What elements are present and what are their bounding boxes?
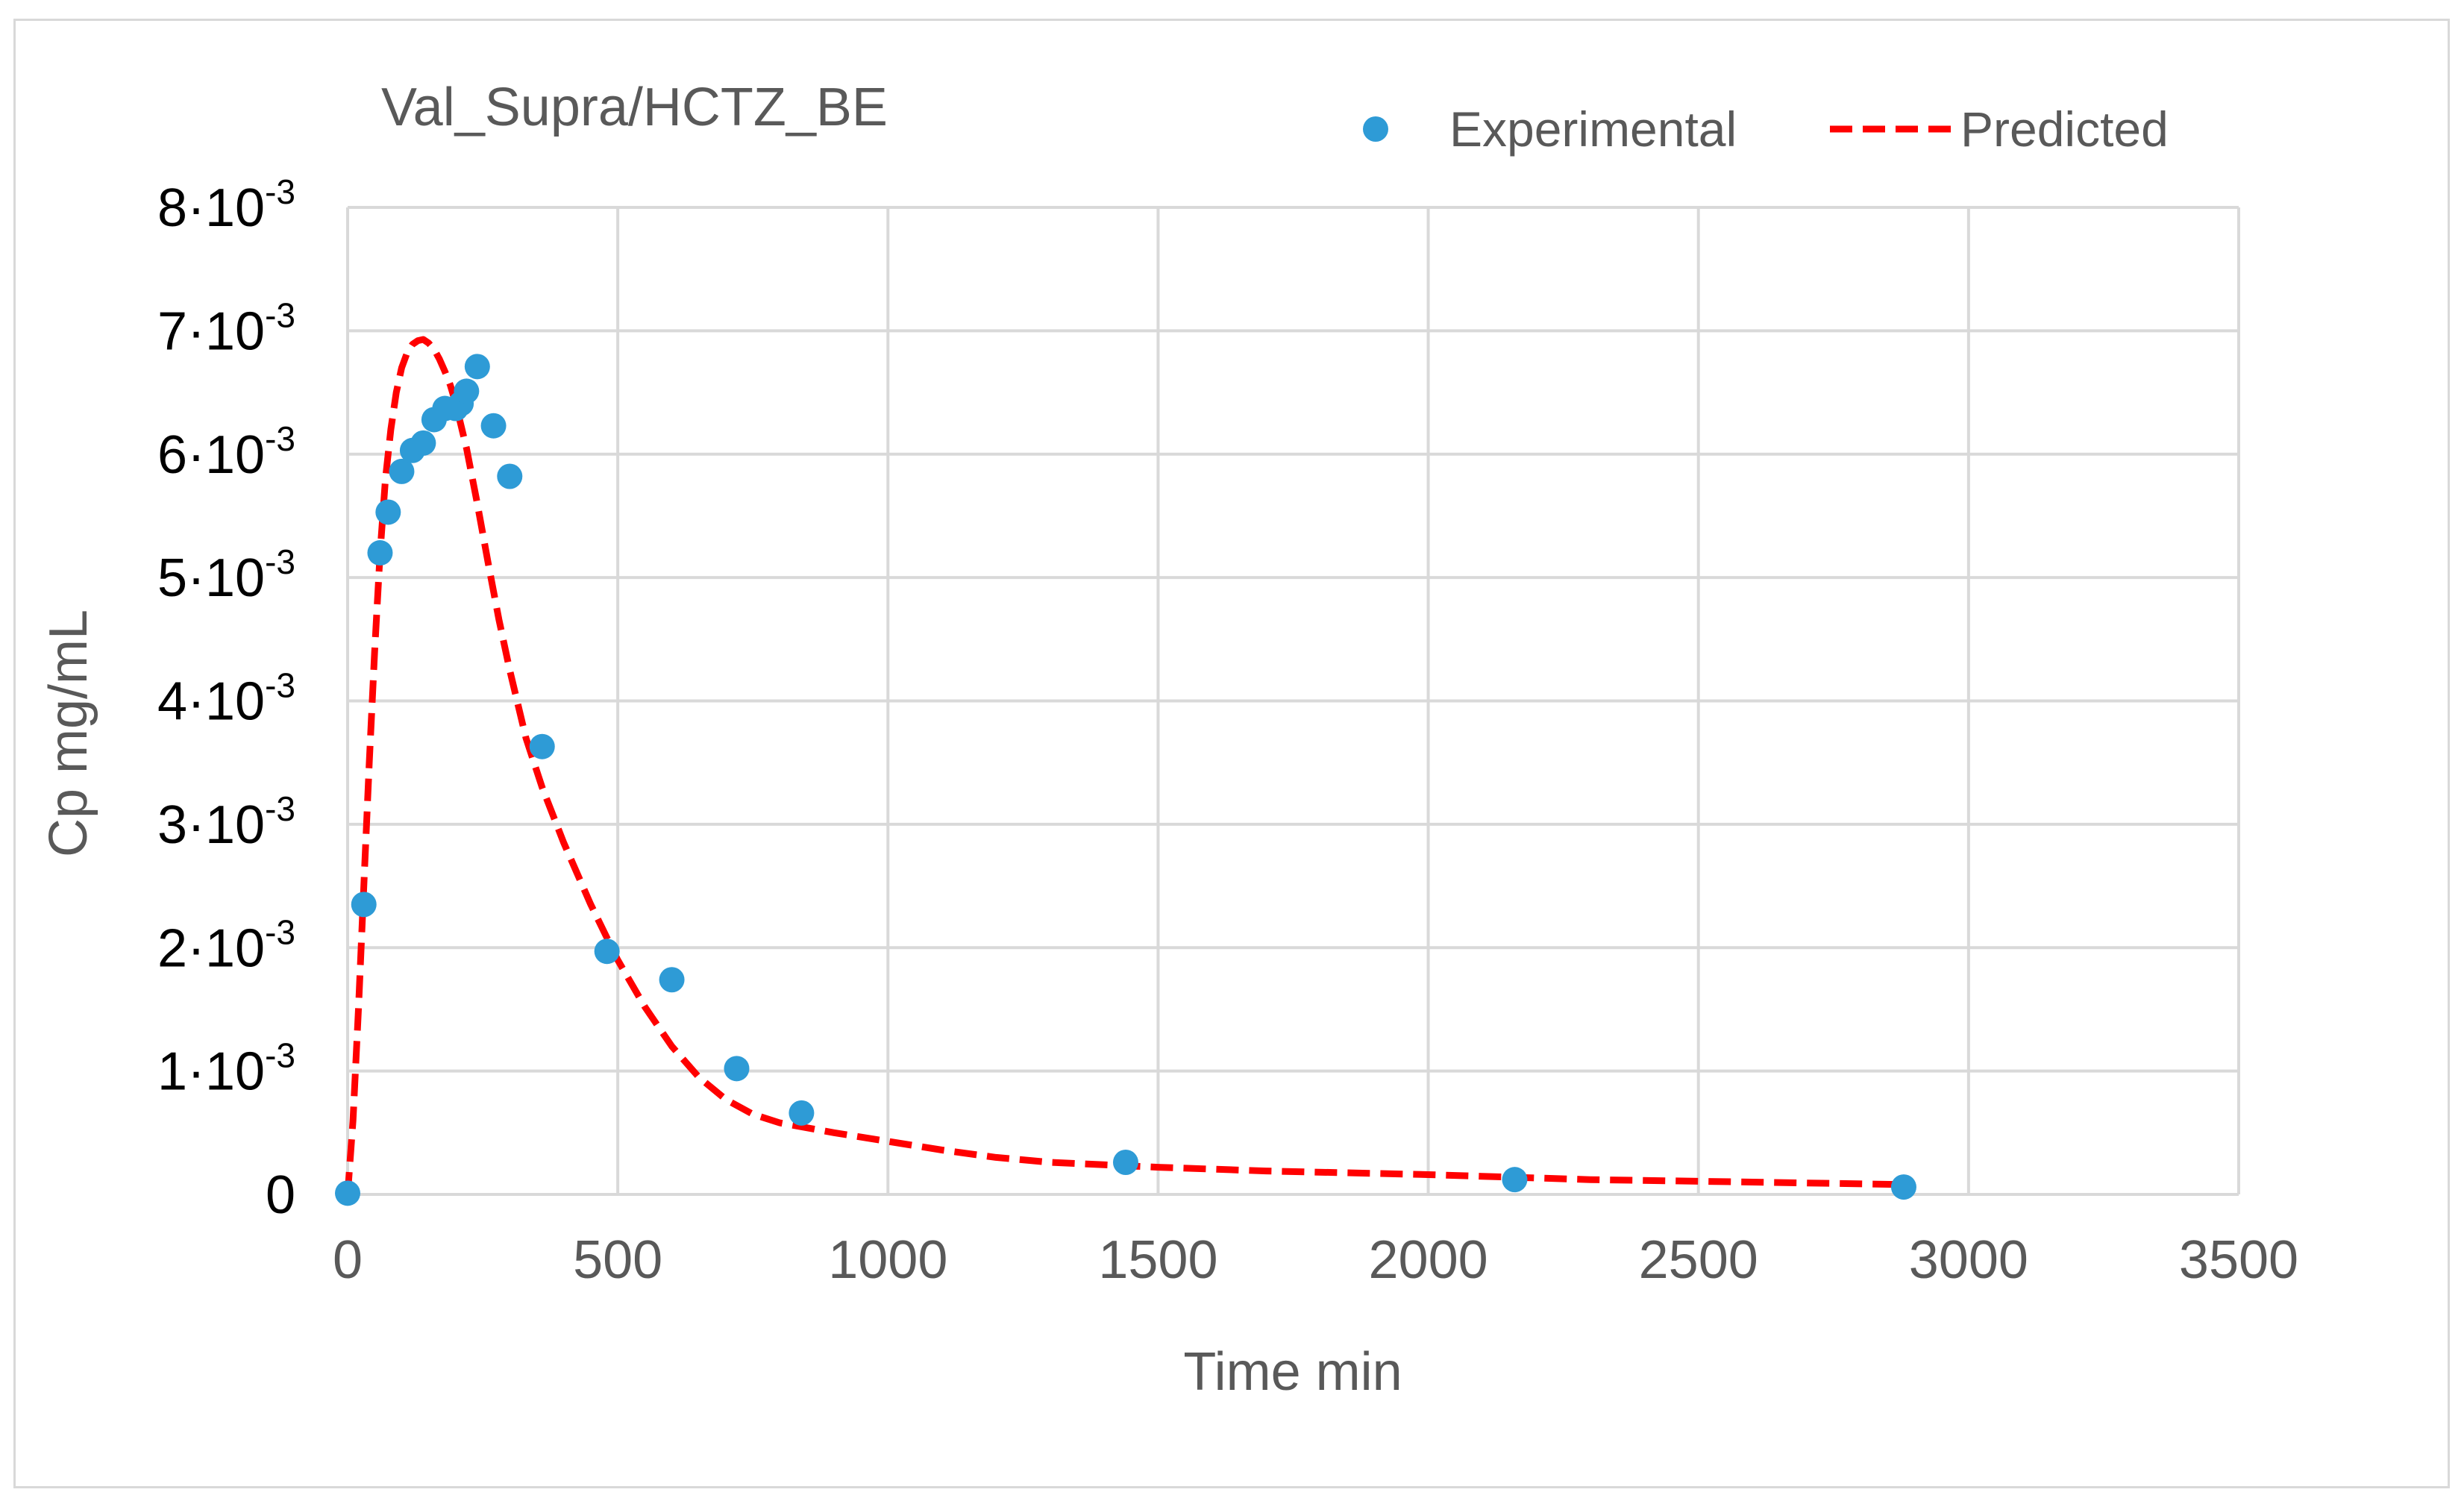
y-tick-mantissa: 6·10 [157,425,265,485]
x-tick-label: 1000 [828,1230,947,1290]
y-tick-mantissa: 7·10 [157,301,265,361]
y-tick-label: 8·10-3 [157,172,295,238]
experimental-point [389,458,415,484]
y-tick-label: 3·10-3 [157,789,295,855]
y-tick-label: 7·10-3 [157,295,295,361]
y-tick-label: 1·10-3 [157,1036,295,1102]
y-tick-mantissa: 1·10 [157,1042,265,1102]
x-tick-label: 0 [333,1230,363,1290]
y-tick-mantissa: 0 [266,1165,295,1225]
grid [346,206,2240,1196]
experimental-point [351,892,377,918]
legend-label-experimental: Experimental [1449,101,1737,157]
y-tick-label: 4·10-3 [157,666,295,732]
experimental-point [789,1100,815,1126]
experimental-point [1502,1167,1528,1193]
experimental-point [410,430,436,456]
experimental-point [454,378,480,404]
experimental-point [464,354,490,380]
experimental-point [480,413,507,439]
legend: Experimental Predicted [1363,101,2169,157]
y-tick-exponent: -3 [265,295,295,334]
legend-marker-experimental [1363,116,1388,142]
legend-label-predicted: Predicted [1960,101,2169,157]
y-tick-mantissa: 2·10 [157,918,265,978]
y-tick-mantissa: 8·10 [157,178,265,238]
experimental-point [659,967,685,993]
y-axis-ticks: 01·10-32·10-33·10-34·10-35·10-36·10-37·1… [157,172,295,1225]
x-axis-ticks: 0 500 1000 1500 2000 2500 3000 3500 [333,1230,2298,1290]
y-axis-title: Cp mg/mL [39,610,98,857]
y-tick-exponent: -3 [265,542,295,581]
x-tick-label: 3500 [2179,1230,2298,1290]
x-tick-label: 500 [573,1230,662,1290]
y-tick-exponent: -3 [265,912,295,951]
experimental-point [1890,1174,1916,1200]
x-tick-label: 2500 [1639,1230,1758,1290]
experimental-point [1112,1150,1138,1176]
x-tick-label: 3000 [1909,1230,2028,1290]
experimental-point [367,540,393,566]
experimental-series [335,354,1916,1206]
y-tick-exponent: -3 [265,666,295,705]
y-tick-label: 6·10-3 [157,419,295,485]
chart: 01·10-32·10-33·10-34·10-35·10-36·10-37·1… [39,78,2298,1402]
y-tick-exponent: -3 [265,419,295,458]
x-tick-label: 1500 [1098,1230,1217,1290]
experimental-point [724,1056,750,1082]
y-tick-mantissa: 5·10 [157,548,265,608]
predicted-curve [344,336,1904,1195]
experimental-point [497,463,523,489]
experimental-point [375,499,401,525]
x-axis-title: Time min [1183,1342,1402,1402]
experimental-point [335,1180,360,1206]
predicted-series [344,336,1904,1195]
y-tick-exponent: -3 [265,789,295,828]
y-tick-label: 0 [266,1165,295,1225]
chart-frame: 0 1·10-3 2·10-3 3·10-3 4·10-3 5·10-3 6·10-3 7·1… [13,19,2450,1488]
experimental-point [594,939,620,965]
y-tick-exponent: -3 [265,1036,295,1075]
y-tick-mantissa: 4·10 [157,672,265,732]
y-tick-exponent: -3 [265,172,295,211]
experimental-point [529,733,555,759]
y-tick-label: 2·10-3 [157,912,295,978]
y-tick-label: 5·10-3 [157,542,295,608]
chart-title: Val_Supra/HCTZ_BE [381,78,888,137]
y-tick-mantissa: 3·10 [157,795,265,855]
x-tick-label: 2000 [1368,1230,1488,1290]
